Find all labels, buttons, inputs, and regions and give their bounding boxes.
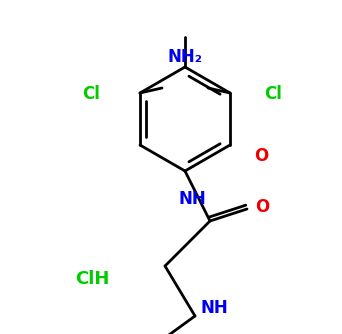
Text: NH: NH xyxy=(178,190,206,208)
Text: ClH: ClH xyxy=(75,270,109,288)
Text: NH₂: NH₂ xyxy=(168,48,202,66)
Text: NH: NH xyxy=(200,299,228,317)
Text: O: O xyxy=(255,198,269,216)
Text: O: O xyxy=(254,147,268,165)
Text: Cl: Cl xyxy=(264,85,282,103)
Text: Cl: Cl xyxy=(82,85,100,103)
